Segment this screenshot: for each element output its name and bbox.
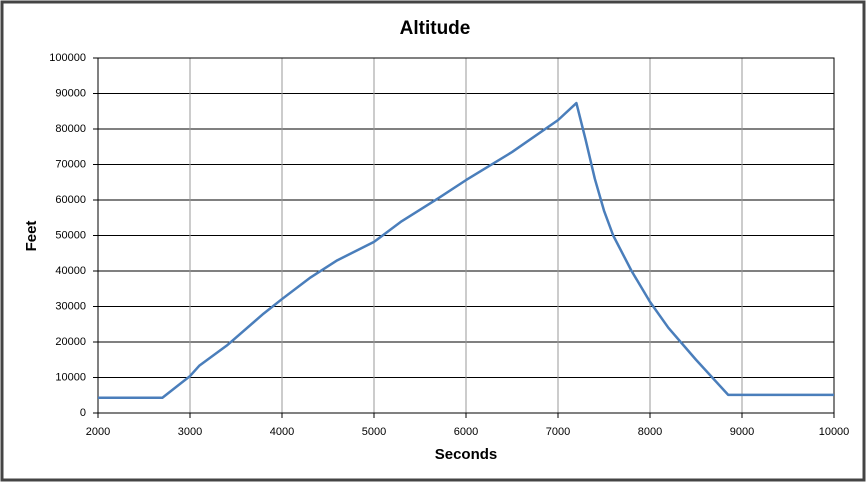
y-tick-label: 80000: [55, 123, 86, 135]
x-tick-label: 6000: [454, 426, 478, 438]
plot-border: [97, 57, 835, 414]
x-tick-label: 5000: [362, 426, 386, 438]
x-tick-label: 4000: [270, 426, 294, 438]
y-tick-label: 30000: [55, 300, 86, 312]
y-tick-label: 0: [80, 407, 86, 419]
x-tick-label: 3000: [178, 426, 202, 438]
x-axis-label: Seconds: [435, 446, 498, 463]
y-axis-label: Feet: [23, 221, 40, 252]
x-tick-label: 9000: [730, 426, 754, 438]
y-tick-label: 40000: [55, 265, 86, 277]
x-tick-label: 8000: [638, 426, 662, 438]
line: [98, 101, 834, 399]
x-tick-label: 7000: [546, 426, 570, 438]
y-tick-label: 90000: [55, 87, 86, 99]
y-tick-label: 100000: [49, 52, 86, 64]
chart-title: Altitude: [400, 18, 471, 39]
x-tick-label: 10000: [819, 426, 850, 438]
y-tick-label: 50000: [55, 229, 86, 241]
y-tick-label: 20000: [55, 336, 86, 348]
y-tick-label: 10000: [55, 371, 86, 383]
y-tick-label: 60000: [55, 194, 86, 206]
y-tick-label: 70000: [55, 158, 86, 170]
x-tick-label: 2000: [86, 426, 110, 438]
